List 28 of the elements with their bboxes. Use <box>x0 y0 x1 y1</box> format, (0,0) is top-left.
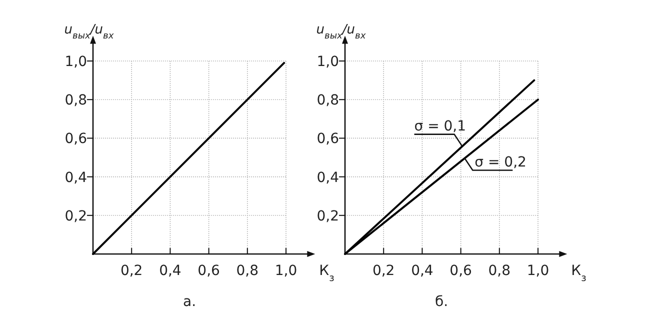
x-tick-label: 0,6 <box>450 263 472 279</box>
x-tick-label: 1,0 <box>274 263 298 279</box>
series-label: σ = 0,1 <box>414 118 466 134</box>
x-tick-label: 0,4 <box>159 263 182 279</box>
y-tick-label: 0,2 <box>316 208 339 224</box>
y-tick-label: 0,8 <box>64 92 87 109</box>
x-tick-label: 0,2 <box>120 263 143 279</box>
x-tick-label: 0,8 <box>488 263 511 279</box>
y-tick-label: 0,4 <box>316 170 340 186</box>
x-axis-title: К$_{з}$ <box>571 263 586 284</box>
x-axis-title: К$_{з}$ <box>319 263 334 284</box>
y-tick-label: 1,0 <box>316 54 339 70</box>
y-axis-title: u$_{вых}$/u$_{вх}$ <box>316 22 366 42</box>
x-tick-label: 0,2 <box>372 263 395 279</box>
text: а. <box>182 294 196 310</box>
series-label: σ = 0,2 <box>474 154 526 170</box>
y-tick-label: 0,6 <box>64 131 88 148</box>
x-tick-label: 1,0 <box>526 263 550 279</box>
y-tick-label: 0,8 <box>316 92 339 109</box>
text: б. <box>434 294 448 310</box>
y-tick-label: 0,6 <box>316 131 340 148</box>
y-tick-label: 1,0 <box>64 54 87 70</box>
x-tick-label: 0,8 <box>236 263 259 279</box>
x-tick-label: 0,4 <box>411 263 434 279</box>
y-tick-label: 0,2 <box>64 208 87 224</box>
y-tick-label: 0,4 <box>64 170 88 186</box>
x-tick-label: 0,6 <box>198 263 220 279</box>
y-axis-title: u$_{вых}$/u$_{вх}$ <box>64 22 114 42</box>
